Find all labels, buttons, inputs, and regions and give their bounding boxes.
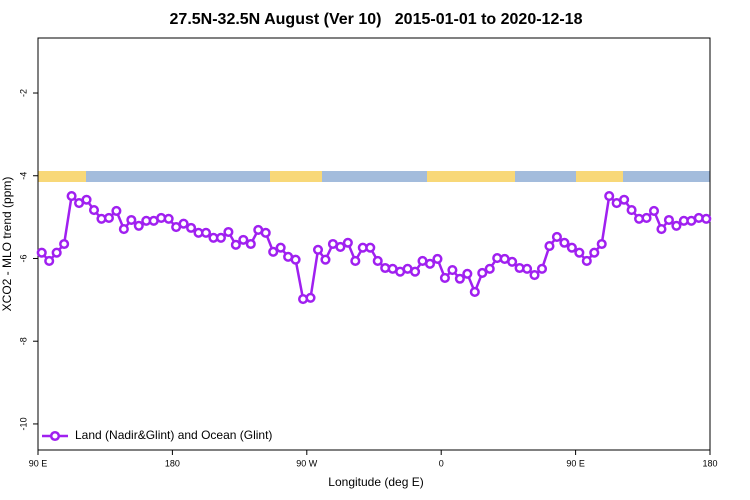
- data-point: [223, 226, 234, 238]
- data-point: [424, 258, 436, 269]
- chart-title: 27.5N-32.5N August (Ver 10) 2015-01-01 t…: [170, 11, 583, 28]
- land-band: [427, 171, 515, 182]
- data-point: [260, 227, 271, 238]
- data-point: [596, 238, 607, 250]
- land-ocean-strip: [38, 171, 710, 182]
- data-point: [126, 214, 137, 226]
- data-point: [462, 268, 473, 279]
- data-point: [410, 266, 421, 277]
- data-point: [342, 237, 353, 248]
- data-point: [574, 247, 585, 258]
- y-tick-label: -8: [18, 337, 28, 345]
- data-point: [103, 212, 114, 223]
- plot-frame: [37, 37, 711, 451]
- data-point: [365, 242, 376, 253]
- data-point: [290, 254, 301, 265]
- data-point: [447, 265, 458, 276]
- legend-marker: [49, 430, 61, 442]
- data-point: [66, 190, 77, 202]
- data-point: [245, 238, 256, 250]
- data-point: [439, 272, 450, 283]
- x-tick-label: 0: [439, 458, 444, 468]
- data-point: [200, 227, 212, 238]
- ocean-band: [38, 171, 710, 182]
- x-tick-label: 180: [702, 458, 717, 468]
- y-tick-label: -2: [18, 89, 28, 97]
- data-point: [648, 205, 660, 216]
- data-point: [589, 247, 600, 258]
- data-point: [536, 263, 548, 274]
- data-point: [238, 234, 249, 245]
- data-point: [275, 242, 286, 253]
- x-tick-label: 180: [165, 458, 180, 468]
- y-axis-label: XCO2 - MLO trend (ppm): [0, 177, 14, 312]
- x-tick-label: 90 E: [566, 458, 585, 468]
- data-point: [186, 222, 197, 233]
- data-point: [88, 205, 100, 216]
- x-tick-label: 90 W: [296, 458, 318, 468]
- data-point: [559, 237, 570, 248]
- data-point: [118, 224, 129, 235]
- x-axis-label: Longitude (deg E): [328, 475, 423, 489]
- data-point: [372, 255, 383, 267]
- land-band: [576, 171, 623, 182]
- data-point: [469, 286, 480, 298]
- data-point: [111, 205, 122, 216]
- legend-label: Land (Nadir&Glint) and Ocean (Glint): [75, 428, 272, 442]
- x-tick-label: 90 E: [29, 458, 48, 468]
- data-point: [163, 213, 174, 224]
- data-point: [178, 218, 189, 229]
- y-tick-label: -10: [18, 417, 28, 430]
- data-point: [312, 244, 324, 255]
- data-point: [215, 232, 226, 243]
- data-point: [44, 255, 55, 267]
- data-point: [477, 267, 488, 279]
- data-point: [663, 214, 674, 226]
- data-point: [51, 247, 62, 258]
- data-point: [484, 263, 495, 274]
- data-point: [133, 220, 144, 231]
- data-point: [626, 205, 637, 216]
- data-point: [641, 212, 652, 223]
- data-point: [544, 241, 555, 252]
- data-point: [671, 220, 682, 231]
- data-point: [335, 241, 346, 252]
- data-point: [619, 194, 630, 205]
- y-tick-label: -6: [18, 254, 28, 262]
- data-point: [701, 213, 712, 224]
- data-point: [320, 254, 331, 265]
- land-band: [270, 171, 322, 182]
- data-point: [566, 242, 577, 253]
- data-point: [507, 256, 518, 267]
- data-point: [432, 253, 443, 264]
- data-point: [581, 255, 592, 267]
- data-point: [305, 292, 316, 303]
- data-point: [522, 263, 533, 274]
- data-point: [551, 231, 562, 243]
- data-point: [350, 255, 361, 267]
- data-point: [268, 246, 279, 257]
- data-point: [656, 224, 667, 235]
- data-point: [59, 238, 70, 250]
- data-point: [230, 239, 241, 250]
- data-point: [454, 273, 465, 284]
- y-tick-label: -4: [18, 172, 28, 180]
- land-band: [38, 171, 86, 182]
- data-point: [529, 269, 540, 281]
- data-point: [604, 190, 615, 202]
- data-point: [36, 247, 47, 258]
- data-point: [81, 194, 92, 205]
